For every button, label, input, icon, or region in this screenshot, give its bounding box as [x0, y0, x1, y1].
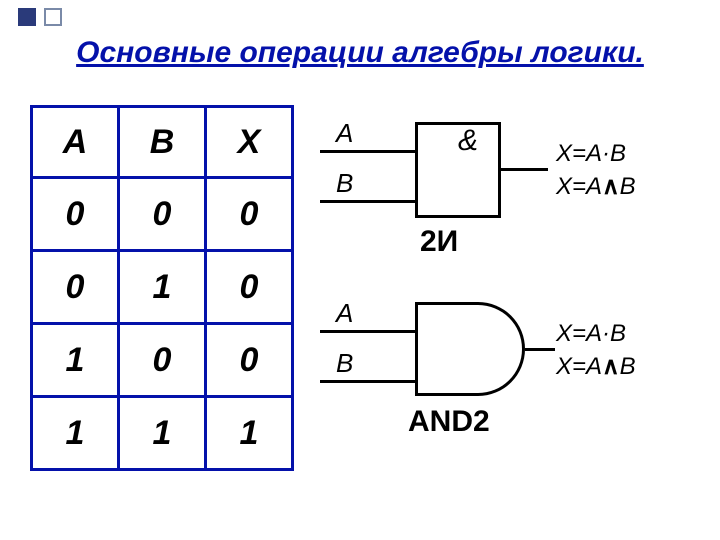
equation-2: X=A∧B — [556, 172, 636, 201]
table-row: 0 0 0 — [32, 178, 293, 251]
table-row: 1 1 1 — [32, 397, 293, 470]
wedge-icon: ∧ — [602, 353, 620, 380]
eq-lhs: X= — [556, 140, 586, 167]
lead-out — [498, 168, 548, 171]
page-title: Основные операции алгебры логики. — [76, 36, 644, 69]
cell: 0 — [206, 251, 293, 324]
table-row: 1 0 0 — [32, 324, 293, 397]
lead-a — [320, 330, 415, 333]
diagrams: A B & X=A·B X=A∧B 2И A B X=A·B X=A∧B AND… — [320, 110, 700, 510]
equation-1: X=A·B — [556, 320, 626, 348]
decor-square-outline — [44, 8, 62, 26]
table-header-row: A B X — [32, 107, 293, 178]
and-arc — [450, 302, 525, 396]
input-b-label: B — [336, 168, 353, 199]
wedge-icon: ∧ — [602, 173, 620, 200]
cell: 1 — [206, 397, 293, 470]
cell: 1 — [119, 397, 206, 470]
input-a-label: A — [336, 118, 353, 149]
th-A: A — [32, 107, 119, 178]
cell: 0 — [206, 324, 293, 397]
eq-b: B — [620, 353, 636, 380]
input-a-label: A — [336, 298, 353, 329]
gate-name-ansi: AND2 — [408, 405, 490, 439]
eq-a: A — [586, 173, 602, 200]
eq-lhs: X= — [556, 320, 586, 347]
eq-b: B — [620, 173, 636, 200]
decor-square-filled — [18, 8, 36, 26]
decor-corner — [18, 8, 66, 31]
th-B: B — [119, 107, 206, 178]
lead-out — [525, 348, 555, 351]
iec-gate-diagram: A B & X=A·B X=A∧B 2И — [320, 110, 700, 310]
equation-1: X=A·B — [556, 140, 626, 168]
eq-rhs: A·B — [586, 140, 626, 167]
lead-b — [320, 200, 415, 203]
cell: 0 — [206, 178, 293, 251]
gate-name-iec: 2И — [420, 225, 458, 259]
lead-a — [320, 150, 415, 153]
eq-lhs: X= — [556, 353, 586, 380]
table-row: 0 1 0 — [32, 251, 293, 324]
cell: 0 — [119, 178, 206, 251]
and-symbol: & — [458, 124, 478, 158]
cell: 0 — [119, 324, 206, 397]
cell: 0 — [32, 251, 119, 324]
ansi-gate-diagram: A B X=A·B X=A∧B AND2 — [320, 290, 700, 490]
cell: 1 — [32, 397, 119, 470]
eq-rhs: A·B — [586, 320, 626, 347]
equation-2: X=A∧B — [556, 352, 636, 381]
th-X: X — [206, 107, 293, 178]
cell: 1 — [119, 251, 206, 324]
title-container: Основные операции алгебры логики. — [0, 36, 720, 70]
eq-a: A — [586, 353, 602, 380]
eq-lhs: X= — [556, 173, 586, 200]
input-b-label: B — [336, 348, 353, 379]
cell: 0 — [32, 178, 119, 251]
truth-table: A B X 0 0 0 0 1 0 1 0 0 1 1 1 — [30, 105, 294, 471]
cell: 1 — [32, 324, 119, 397]
lead-b — [320, 380, 415, 383]
